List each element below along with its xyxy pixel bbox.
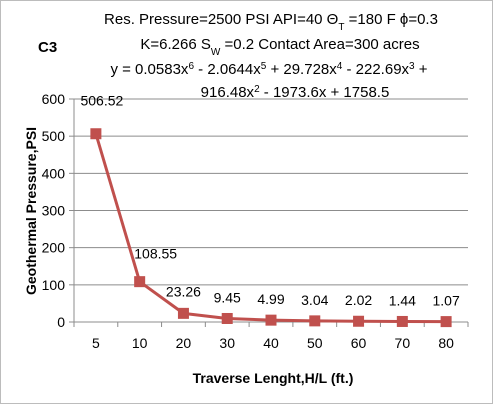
x-tick-label-5: 5 (92, 335, 100, 351)
header-subscript-2-1: W (211, 47, 221, 58)
data-label-10: 108.55 (134, 246, 177, 262)
header-text-3-6: - 222.69x (342, 61, 409, 78)
header-text-3-0: y = 0.0583x (110, 61, 188, 78)
y-tick-label-400: 400 (42, 165, 66, 181)
panel-label: C3 (38, 39, 57, 56)
x-axis-label: Traverse Lenght,H/L (ft.) (193, 370, 354, 386)
data-point-70 (396, 315, 408, 327)
header-superscript-3-1: 6 (188, 61, 194, 72)
y-tick-label-300: 300 (42, 203, 66, 219)
header-text-4-0: 916.48x (201, 84, 255, 101)
y-tick-label-200: 200 (42, 240, 66, 256)
data-point-10 (134, 276, 146, 288)
header-superscript-3-7: 3 (409, 61, 415, 72)
x-tick-label-30: 30 (219, 335, 235, 351)
header-text-1-0: Res. Pressure=2500 PSI API=40 Θ (104, 11, 338, 28)
data-point-30 (221, 312, 233, 324)
header-superscript-3-3: 5 (261, 61, 267, 72)
x-tick-label-80: 80 (438, 335, 454, 351)
x-tick-label-10: 10 (132, 335, 148, 351)
data-label-30: 9.45 (214, 289, 241, 305)
x-tick-labels: 5 10 20 30 40 50 60 70 80 (92, 335, 454, 351)
y-tick-label-600: 600 (42, 91, 66, 107)
y-tick-label-0: 0 (57, 314, 65, 330)
x-tick-label-40: 40 (263, 335, 279, 351)
data-label-80: 1.07 (432, 293, 459, 309)
series-pressure (90, 128, 452, 328)
header-subscript-1-1: T (338, 22, 344, 33)
data-point-20 (177, 307, 189, 319)
data-point-50 (309, 315, 321, 327)
header-text-2-2: =0.2 Contact Area=300 acres (220, 36, 419, 53)
x-tick-label-70: 70 (395, 335, 411, 351)
data-point-60 (353, 315, 365, 327)
header-text-1-2: =180 F ϕ=0.3 (344, 11, 437, 28)
data-label-70: 1.44 (389, 292, 416, 308)
y-tick-label-100: 100 (42, 277, 66, 293)
data-label-20: 23.26 (166, 283, 201, 299)
header-text-2-0: K=6.266 S (140, 36, 210, 53)
y-tick-label-500: 500 (42, 128, 66, 144)
x-tick-label-20: 20 (176, 335, 192, 351)
header-text-4-2: - 1973.6x + 1758.5 (260, 84, 390, 101)
data-point-40 (265, 314, 277, 326)
header-line-4: 916.48x2 - 1973.6x + 1758.5 (201, 84, 390, 102)
y-tick-labels: 0 100 200 300 400 500 600 (42, 91, 66, 330)
header-superscript-4-1: 2 (254, 84, 260, 95)
data-point-5 (90, 128, 102, 140)
chart-header: Res. Pressure=2500 PSI API=40 ΘT =180 F … (104, 11, 438, 101)
data-label-40: 4.99 (257, 291, 284, 307)
data-label-50: 3.04 (301, 292, 328, 308)
header-text-3-4: + 29.728x (266, 61, 337, 78)
header-line-3: y = 0.0583x6 - 2.0644x5 + 29.728x4 - 222… (110, 61, 427, 79)
header-line-2: K=6.266 SW =0.2 Contact Area=300 acres (140, 36, 419, 58)
data-labels: 506.52 108.55 23.26 9.45 4.99 3.04 2.02 1.44 1.0… (80, 93, 459, 309)
header-text-3-2: - 2.0644x (194, 61, 261, 78)
header-superscript-3-5: 4 (337, 61, 343, 72)
y-axis-label: Geothermal Pressure,PSI (23, 127, 39, 295)
header-line-1: Res. Pressure=2500 PSI API=40 ΘT =180 F … (104, 11, 438, 33)
x-tick-label-60: 60 (351, 335, 367, 351)
data-point-80 (440, 316, 452, 328)
data-label-5: 506.52 (80, 93, 123, 109)
data-label-60: 2.02 (345, 292, 372, 308)
x-tick-label-50: 50 (307, 335, 323, 351)
header-text-3-8: + (415, 61, 428, 78)
